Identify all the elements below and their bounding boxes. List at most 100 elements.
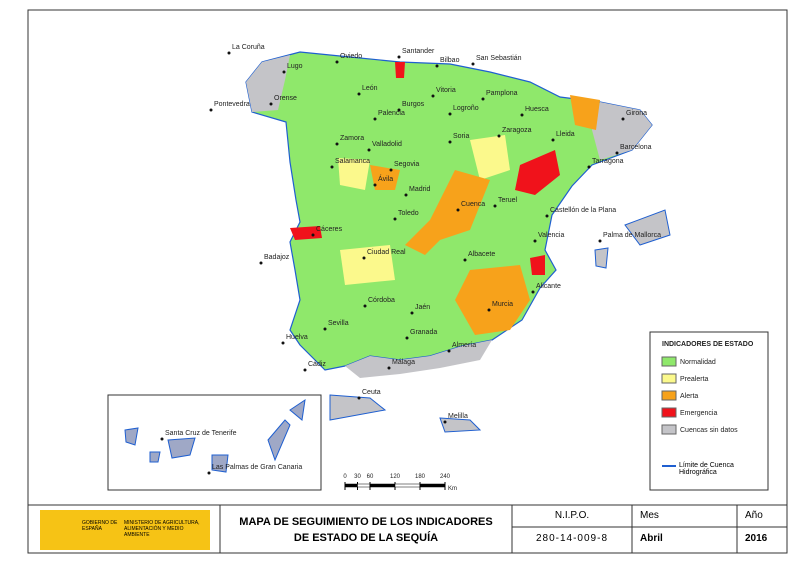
city-label: Valencia [538, 232, 564, 239]
city-label: Palencia [378, 110, 405, 117]
city-label: Toledo [398, 210, 419, 217]
city-dot [598, 239, 602, 243]
city-dot [363, 304, 367, 308]
legend: Normalidad Prealerta Alerta Emergencia Cuenc… [661, 356, 738, 435]
map-title: MAPA DE SEGUIMIENTO DE LOS INDICADORES DE… [220, 514, 512, 546]
scale-tick-label: 120 [390, 474, 401, 480]
city-label: Pamplona [486, 90, 518, 97]
city-label: Cáceres [316, 226, 343, 233]
city-label: Huelva [286, 334, 308, 341]
scale-segment [394, 483, 421, 488]
city-dot [357, 396, 361, 400]
city-label: Córdoba [368, 297, 395, 304]
city-label: Ávila [378, 174, 393, 183]
scale-tick-label: 30 [354, 474, 361, 480]
city-label: Madrid [409, 186, 431, 193]
city-label: Murcia [492, 301, 513, 308]
city-dot [493, 204, 497, 208]
city-label: Girona [626, 110, 647, 117]
city-dot [373, 183, 377, 187]
legend-swatch [661, 390, 677, 401]
city-label: Huesca [525, 106, 549, 113]
city-dot [520, 113, 524, 117]
scale-tick-label: 180 [415, 474, 426, 480]
city-label: Melilla [448, 413, 468, 420]
city-dot [463, 258, 467, 262]
alerta [570, 95, 600, 130]
city-dot [207, 471, 211, 475]
scale-bar: 0 30 60 120 180 240 Km [343, 474, 457, 492]
scale-tick-label: 60 [367, 474, 374, 480]
month: Abril [640, 533, 663, 544]
city-dot [335, 142, 339, 146]
legend-swatch [661, 424, 677, 435]
city-label: Zamora [340, 135, 364, 142]
city-dot [405, 336, 409, 340]
city-dot [269, 102, 273, 106]
city-dot [533, 239, 537, 243]
city-dot [387, 366, 391, 370]
city-label: Granada [410, 329, 437, 336]
city-label: La Coruña [232, 44, 265, 51]
city-label: Alicante [536, 283, 561, 290]
nipo: 280-14-009-8 [535, 533, 609, 544]
city-dot [531, 290, 535, 294]
balearics [594, 247, 609, 269]
boundary-label: Límite de Cuenca Hidrográfica [679, 462, 734, 476]
city-dot [311, 233, 315, 237]
no-data-south [345, 340, 492, 378]
city-label: Orense [274, 95, 297, 102]
ceuta [329, 394, 387, 421]
alerta [455, 265, 530, 335]
legend-swatch [661, 356, 677, 367]
city-dot [545, 214, 549, 218]
city-dot [362, 256, 366, 260]
legend-label: Normalidad [680, 359, 716, 366]
city-dot [373, 117, 377, 121]
city-label: Santa Cruz de Tenerife [165, 430, 237, 437]
city-label: Sevilla [328, 320, 349, 327]
scale-segment [419, 483, 446, 488]
city-dot [281, 341, 285, 345]
city-label: Albacete [468, 251, 495, 258]
city-label: Barcelona [620, 144, 652, 151]
emergencia [515, 150, 560, 195]
alerta [370, 165, 400, 190]
alerta [405, 170, 490, 255]
city-label: Tarragona [592, 158, 624, 165]
city-label: Valladolid [372, 141, 402, 148]
emergencia [290, 226, 322, 240]
city-dot [448, 140, 452, 144]
city-dot [397, 108, 401, 112]
city-dot [330, 165, 334, 169]
scale-tick-label: 240 [440, 474, 451, 480]
legend-label: Emergencia [680, 410, 717, 417]
city-label: Salamanca [335, 158, 370, 165]
emergencia [395, 62, 405, 78]
city-label: Cádiz [308, 361, 326, 368]
city-label: Badajoz [264, 254, 290, 261]
legend-label: Alerta [680, 393, 698, 400]
city-dot [435, 64, 439, 68]
year: 2016 [745, 533, 768, 544]
city-dot [443, 420, 447, 424]
city-dot [481, 97, 485, 101]
city-dot [323, 327, 327, 331]
city-dot [410, 311, 414, 315]
city-label: Lleida [556, 131, 575, 138]
city-dot [615, 151, 619, 155]
scale-tick-label: 0 [343, 474, 347, 480]
melilla [439, 417, 482, 433]
legend-title: INDICADORES DE ESTADO [662, 341, 754, 348]
scale-segment [369, 483, 396, 488]
city-label: Ceuta [362, 389, 381, 396]
scale-unit: Km [448, 486, 457, 492]
city-label: León [362, 85, 378, 92]
city-label: Segovia [394, 161, 419, 168]
city-dot [160, 437, 164, 441]
ministry: MINISTERIO DE AGRICULTURA, ALIMENTACIÓN … [124, 520, 200, 538]
city-label: Ciudad Real [367, 249, 406, 256]
title-line: DE ESTADO DE LA SEQUÍA [293, 532, 439, 544]
city-label: Burgos [402, 101, 425, 108]
